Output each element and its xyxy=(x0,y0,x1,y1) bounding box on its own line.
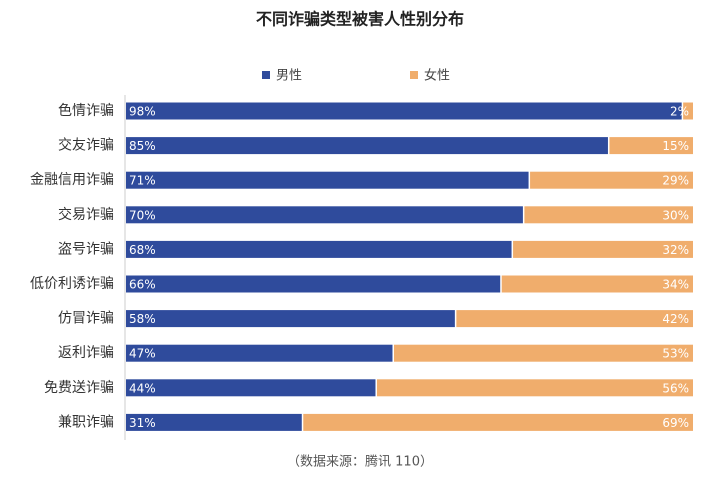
bar-segment xyxy=(126,379,376,397)
value-label: 56% xyxy=(662,381,689,395)
value-label: 42% xyxy=(662,312,689,326)
value-label: 44% xyxy=(129,381,156,395)
bar-segment xyxy=(126,206,523,224)
value-label: 98% xyxy=(129,105,156,119)
value-label: 34% xyxy=(662,278,689,292)
value-label: 47% xyxy=(129,347,156,361)
bar-segment xyxy=(126,275,501,293)
category-label: 交易诈骗 xyxy=(58,206,114,223)
value-label: 71% xyxy=(129,174,156,188)
chart-title: 不同诈骗类型被害人性别分布 xyxy=(256,10,464,29)
bar-segment xyxy=(524,206,693,224)
bar-segment xyxy=(393,344,693,362)
legend-label: 男性 xyxy=(276,69,302,84)
value-label: 32% xyxy=(662,243,689,257)
category-label: 盗号诈骗 xyxy=(58,241,114,257)
category-label: 免费送诈骗 xyxy=(44,380,114,396)
value-label: 2% xyxy=(670,105,689,119)
value-label: 69% xyxy=(662,416,689,430)
category-label: 仿冒诈骗 xyxy=(58,311,114,327)
category-label: 低价利诱诈骗 xyxy=(30,276,114,292)
category-label: 返利诈骗 xyxy=(58,345,114,361)
category-label: 金融信用诈骗 xyxy=(30,172,114,188)
bar-segment xyxy=(126,240,512,258)
value-label: 68% xyxy=(129,243,156,257)
bar-segment xyxy=(456,310,693,328)
bar-segment xyxy=(609,137,693,155)
category-label: 色情诈骗 xyxy=(58,102,114,119)
bar-segment xyxy=(126,413,302,431)
value-label: 70% xyxy=(129,208,156,222)
value-label: 15% xyxy=(662,139,689,153)
value-label: 58% xyxy=(129,312,156,326)
bar-segment xyxy=(126,171,529,189)
legend-swatch xyxy=(410,71,418,79)
value-label: 30% xyxy=(662,208,689,222)
value-label: 29% xyxy=(662,174,689,188)
legend-swatch xyxy=(262,71,270,79)
bar-segment xyxy=(126,102,682,120)
source-note: （数据来源：腾讯 110） xyxy=(287,454,433,470)
bar-segment xyxy=(501,275,693,293)
bar-segment xyxy=(126,310,455,328)
value-label: 66% xyxy=(129,278,156,292)
bar-segment xyxy=(376,379,693,397)
bar-segment xyxy=(126,137,608,155)
value-label: 53% xyxy=(662,347,689,361)
bar-segment xyxy=(683,102,693,120)
category-label: 交友诈骗 xyxy=(58,137,114,154)
bar-segment xyxy=(303,413,693,431)
legend-label: 女性 xyxy=(424,68,450,84)
bar-segment xyxy=(513,240,693,258)
category-label: 兼职诈骗 xyxy=(58,414,114,430)
bar-segment xyxy=(126,344,393,362)
bar-segment xyxy=(530,171,693,189)
value-label: 85% xyxy=(129,139,156,153)
value-label: 31% xyxy=(129,416,156,430)
